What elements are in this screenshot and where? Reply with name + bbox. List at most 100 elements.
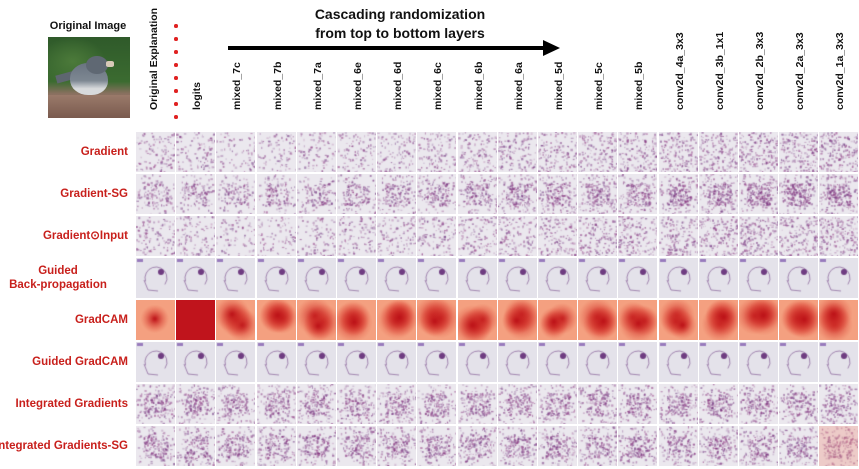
red-dot <box>174 63 178 67</box>
saliency-map-cell <box>819 132 859 172</box>
saliency-map-cell <box>779 258 819 298</box>
saliency-map-cell <box>497 258 537 298</box>
saliency-map-cell <box>497 132 537 172</box>
saliency-map-cell <box>578 384 618 424</box>
column-label-text: conv2d_4a_3x3 <box>673 32 686 110</box>
saliency-map-cell <box>417 342 457 382</box>
saliency-map-cell <box>578 216 618 256</box>
column-label-text: mixed_7a <box>311 62 324 110</box>
saliency-map-cell <box>136 132 175 172</box>
saliency-map-cell <box>176 300 216 340</box>
saliency-map-cell <box>497 426 537 466</box>
saliency-map-cell <box>698 300 738 340</box>
saliency-map-cell <box>377 132 417 172</box>
saliency-map-cell <box>538 174 577 214</box>
saliency-map-cell <box>457 132 497 172</box>
column-label-text: logits <box>191 82 204 110</box>
saliency-map-cell <box>176 132 216 172</box>
saliency-map-cell <box>658 384 698 424</box>
saliency-map-cell <box>136 384 175 424</box>
original-image-label: Original Image <box>49 20 127 32</box>
saliency-map-cell <box>377 384 417 424</box>
saliency-map-cell <box>618 342 658 382</box>
column-label-text: mixed_7c <box>231 62 244 110</box>
saliency-map-cell <box>578 174 618 214</box>
saliency-map-cell <box>337 216 376 256</box>
saliency-map-cell <box>377 342 417 382</box>
saliency-map-cell <box>337 342 376 382</box>
saliency-map-cell <box>497 300 537 340</box>
saliency-map-cell <box>337 132 376 172</box>
saliency-map-cell <box>739 426 778 466</box>
saliency-map-cell <box>698 174 738 214</box>
saliency-map-cell <box>136 258 175 298</box>
saliency-map-cell <box>819 300 859 340</box>
saliency-map-cell <box>538 384 577 424</box>
saliency-map-cell <box>296 216 336 256</box>
saliency-map-cell <box>618 384 658 424</box>
saliency-map-cell <box>417 174 457 214</box>
saliency-map-cell <box>417 258 457 298</box>
saliency-map-cell <box>337 384 376 424</box>
saliency-map-cell <box>658 174 698 214</box>
saliency-map-cell <box>377 426 417 466</box>
arrow-head-icon <box>543 40 560 56</box>
saliency-map-cell <box>538 426 577 466</box>
saliency-map-cell <box>216 342 256 382</box>
red-dot <box>174 102 178 106</box>
column-label-text: conv2d_1a_3x3 <box>834 32 847 110</box>
column-label-text: mixed_6d <box>392 61 405 110</box>
saliency-map-cell <box>417 216 457 256</box>
saliency-map-cell <box>618 216 658 256</box>
saliency-map-cell <box>779 426 819 466</box>
saliency-map-cell <box>216 384 256 424</box>
saliency-map-cell <box>296 258 336 298</box>
saliency-map-cell <box>578 258 618 298</box>
row-label-line: Back-propagation <box>9 279 107 291</box>
saliency-map-cell <box>819 426 859 466</box>
saliency-map-cell <box>497 216 537 256</box>
row-label: Guided GradCAM <box>32 356 128 368</box>
saliency-map-cell <box>779 216 819 256</box>
saliency-map-cell <box>417 300 457 340</box>
saliency-map-cell <box>136 174 175 214</box>
randomization-arrow <box>228 46 544 50</box>
saliency-map-cell <box>296 384 336 424</box>
saliency-map-cell <box>819 216 859 256</box>
saliency-map-cell <box>457 342 497 382</box>
saliency-map-cell <box>698 132 738 172</box>
red-dot <box>174 115 178 119</box>
saliency-map-cell <box>256 258 296 298</box>
saliency-map-cell <box>739 216 778 256</box>
red-dot <box>174 76 178 80</box>
saliency-map-cell <box>698 384 738 424</box>
saliency-map-cell <box>337 426 376 466</box>
saliency-map-cell <box>457 174 497 214</box>
saliency-map-cell <box>216 258 256 298</box>
saliency-map-cell <box>176 174 216 214</box>
saliency-map-cell <box>176 216 216 256</box>
saliency-map-cell <box>457 300 497 340</box>
saliency-map-cell <box>457 258 497 298</box>
saliency-map-cell <box>497 174 537 214</box>
saliency-map-cell <box>779 300 819 340</box>
saliency-map-cell <box>136 426 175 466</box>
red-dot <box>174 37 178 41</box>
saliency-map-cell <box>296 342 336 382</box>
saliency-map-cell <box>457 216 497 256</box>
saliency-map-cell <box>337 174 376 214</box>
saliency-map-cell <box>779 384 819 424</box>
saliency-map-cell <box>658 132 698 172</box>
row-label-line: Guided <box>38 265 78 277</box>
saliency-map-cell <box>377 216 417 256</box>
saliency-map-cell <box>256 384 296 424</box>
saliency-map-cell <box>296 426 336 466</box>
column-label-text: mixed_5d <box>553 61 565 110</box>
saliency-map-cell <box>296 300 336 340</box>
saliency-map-cell <box>216 174 256 214</box>
saliency-map-cell <box>819 258 859 298</box>
saliency-map-cell <box>337 300 376 340</box>
saliency-map-cell <box>377 174 417 214</box>
column-label-text: conv2d_2a_3x3 <box>794 32 807 110</box>
red-dot <box>174 24 178 28</box>
